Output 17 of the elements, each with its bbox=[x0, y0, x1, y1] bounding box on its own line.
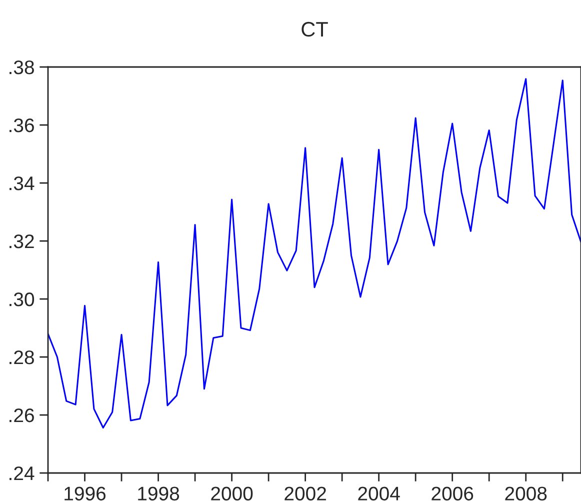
y-tick-label: .38 bbox=[10, 60, 34, 74]
x-tick-label: 2006 bbox=[432, 486, 474, 500]
x-tick-label: 1998 bbox=[138, 486, 180, 500]
y-tick-label: .26 bbox=[10, 408, 34, 422]
y-tick-label: .28 bbox=[10, 350, 34, 364]
y-tick-label: .34 bbox=[10, 176, 34, 190]
x-tick-label: 1996 bbox=[64, 486, 106, 500]
y-tick-label: .24 bbox=[10, 466, 34, 480]
chart-title: CT bbox=[302, 22, 328, 37]
x-tick-label: 2004 bbox=[358, 486, 400, 500]
x-tick-label: 2008 bbox=[505, 486, 547, 500]
y-tick-label: .36 bbox=[10, 118, 34, 132]
y-tick-label: .30 bbox=[10, 292, 34, 306]
x-tick-label: 2000 bbox=[211, 486, 253, 500]
x-tick-label: 2002 bbox=[284, 486, 326, 500]
y-tick-label: .32 bbox=[10, 234, 34, 248]
line-series bbox=[48, 78, 581, 429]
